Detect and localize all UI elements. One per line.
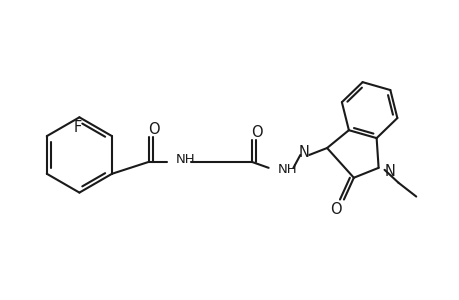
Text: NH: NH (175, 153, 195, 167)
Text: N: N (298, 146, 309, 160)
Text: F: F (73, 120, 81, 135)
Text: O: O (330, 202, 341, 217)
Text: O: O (251, 125, 262, 140)
Text: O: O (148, 122, 159, 137)
Text: N: N (384, 164, 395, 179)
Text: NH: NH (277, 163, 297, 176)
